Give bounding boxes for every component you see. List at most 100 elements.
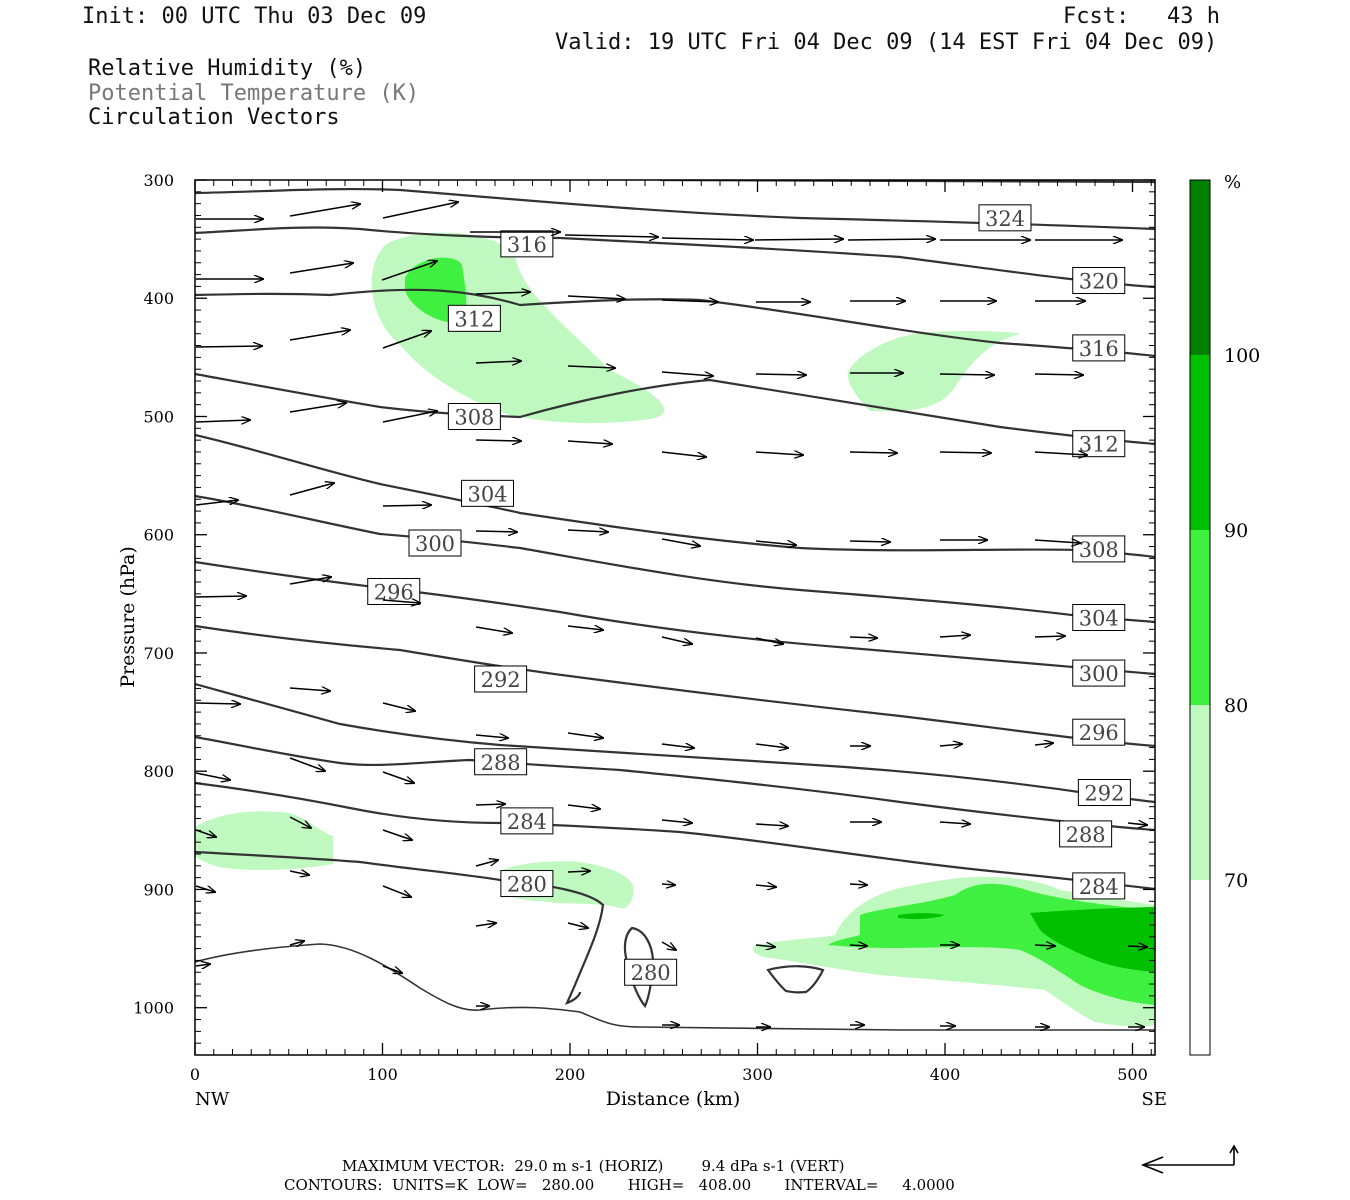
theta-label-text: 300 (415, 532, 455, 556)
vector (939, 744, 962, 746)
colorbar-band-70-80 (1190, 705, 1210, 880)
vector (382, 885, 411, 897)
theta-label: 304 (461, 479, 514, 507)
vector (195, 829, 216, 837)
vector (382, 829, 412, 840)
vector (1034, 743, 1053, 745)
theta-label-text: 308 (1079, 538, 1119, 562)
vector (289, 577, 331, 585)
theta-label: 308 (1072, 535, 1126, 563)
vector (382, 702, 415, 711)
vector (382, 771, 414, 783)
vector (567, 732, 603, 738)
theta-label-box (500, 230, 554, 258)
vector (1034, 540, 1080, 543)
theta-label-text: 284 (1079, 875, 1119, 899)
rh-70-left (195, 811, 333, 871)
field-rh: Relative Humidity (%) (88, 56, 367, 81)
field-theta: Potential Temperature (K) (88, 81, 420, 106)
circulation-vectors (195, 202, 1147, 1027)
forecast-label: Fcst: (1063, 4, 1130, 29)
vector (661, 744, 694, 748)
y-tick-label: 500 (143, 407, 174, 426)
theta-label-text: 300 (1079, 662, 1119, 686)
vector (661, 820, 692, 823)
vector (661, 238, 753, 240)
vector (567, 366, 615, 368)
vector (475, 292, 530, 294)
theta-300 (195, 560, 1155, 676)
theta-label: 296 (1072, 718, 1126, 746)
rh-shading (195, 232, 1155, 1027)
x-tick-label: 0 (190, 1065, 200, 1084)
vector (289, 204, 360, 217)
theta-label: 308 (447, 402, 501, 430)
vector (289, 483, 334, 496)
theta-label-box (447, 402, 501, 430)
y-tick-label: 600 (143, 526, 174, 545)
theta-label-text: 288 (1066, 823, 1106, 847)
theta-label-box (500, 807, 554, 835)
vector (847, 239, 935, 240)
x-tick-label: 300 (742, 1065, 773, 1084)
y-tick-label: 400 (143, 289, 174, 308)
colorbar-label-80: 80 (1224, 695, 1248, 717)
field-vectors: Circulation Vectors (88, 105, 340, 130)
vector (755, 885, 776, 887)
vector (939, 374, 994, 375)
theta-320 (195, 226, 1155, 289)
vector (661, 538, 700, 546)
colorbar-label-90: 90 (1224, 520, 1248, 542)
theta-label: 300 (408, 529, 462, 557)
theta-316 (195, 288, 1155, 358)
x-axis-title: Distance (km) (606, 1088, 741, 1110)
vector (475, 626, 512, 633)
theta-label-text: 316 (507, 233, 547, 257)
theta-label: 284 (500, 807, 554, 835)
vector (289, 330, 350, 341)
x-tick-label: 100 (367, 1065, 398, 1084)
theta-label: 296 (367, 577, 421, 605)
axes: 0 100 200 300 400 500 300 400 500 600 700 800 900 100… (133, 171, 1155, 1084)
forecast-hours: 43 h (1167, 4, 1220, 29)
theta-label-box (1059, 820, 1113, 848)
theta-contour-labels: 324 320 316 316 312 312 308 308 304 304 300 300 296 2… (367, 204, 1131, 986)
theta-label-text: 304 (1079, 607, 1119, 631)
vector (475, 531, 517, 532)
vector (195, 420, 250, 422)
vector (567, 441, 612, 444)
vector (661, 451, 706, 457)
vector (289, 816, 311, 828)
x-tick-label: 400 (930, 1065, 961, 1084)
theta-label-text: 296 (1079, 721, 1119, 745)
rh-90-small (898, 913, 945, 919)
theta-label-text: 288 (481, 751, 521, 775)
theta-284 (195, 781, 1155, 891)
x-tick-label: 500 (1117, 1065, 1148, 1084)
y-tick-label: 700 (143, 644, 174, 663)
theta-label-box (1072, 659, 1126, 687)
vector (564, 235, 658, 237)
theta-label-box (1072, 604, 1126, 631)
theta-label: 320 (1072, 267, 1126, 295)
vector (289, 871, 309, 875)
theta-label: 284 (1072, 872, 1126, 900)
theta-label-text: 316 (1079, 337, 1119, 361)
init-time: Init: 00 UTC Thu 03 Dec 09 (82, 4, 427, 29)
vector (755, 452, 803, 455)
vector (382, 202, 458, 219)
y-tick-label: 1000 (133, 999, 174, 1018)
vector (195, 703, 240, 704)
vector (195, 500, 238, 506)
theta-label-box (461, 479, 514, 507)
rh-70-upper (371, 232, 665, 424)
vector (195, 596, 246, 597)
y-tick-label: 300 (143, 171, 174, 190)
vector (661, 941, 676, 950)
y-tick-label: 800 (143, 762, 174, 781)
theta-label: 292 (1077, 779, 1131, 806)
vector (475, 735, 508, 738)
vector (661, 884, 675, 885)
vector (475, 440, 521, 441)
